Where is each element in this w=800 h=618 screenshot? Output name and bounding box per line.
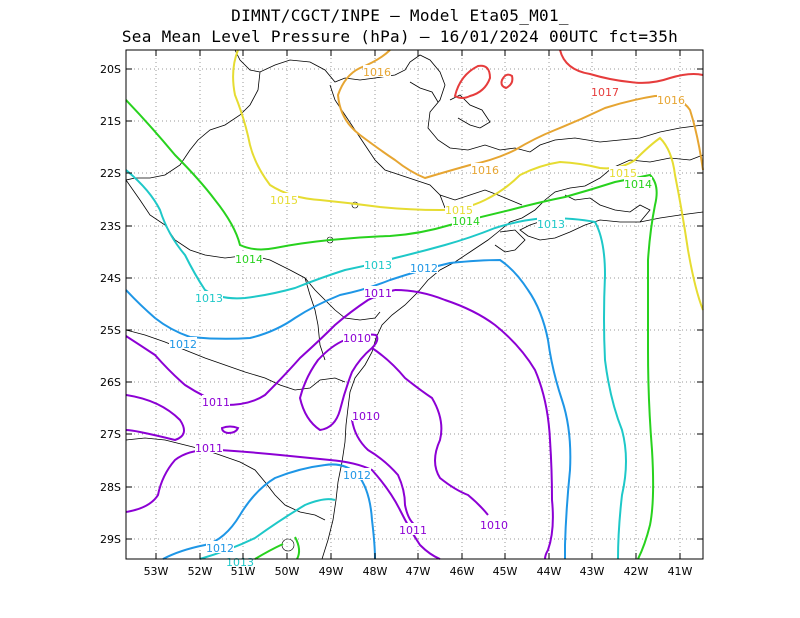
- isobar-1013: [125, 169, 627, 560]
- lat-label-21s: 21S: [100, 115, 121, 128]
- label-1012-mid-bg: [410, 261, 438, 273]
- label-1015-west-bg: [270, 193, 298, 205]
- lat-label-20s: 20S: [100, 63, 121, 76]
- label-1015-west: 1015: [270, 194, 298, 207]
- isobar-1014: [125, 99, 658, 560]
- label-1015-east-bg: [609, 166, 637, 178]
- label-1014-east-bg: [624, 177, 652, 189]
- label-1011-west-b: 1011: [195, 442, 223, 455]
- label-1011-south-bg: [399, 523, 427, 535]
- label-1010-south: 1010: [352, 410, 380, 423]
- label-1017: 1017: [591, 86, 619, 99]
- label-1016-mid-bg: [471, 163, 499, 175]
- lat-label-28s: 28S: [100, 481, 121, 494]
- lon-label-47w: 47W: [406, 565, 431, 578]
- isobar-1011-small: [220, 425, 240, 435]
- lon-label-45w: 45W: [493, 565, 518, 578]
- lat-label-25s: 25S: [100, 324, 121, 337]
- label-1013-east: 1013: [537, 218, 565, 231]
- label-1012-south: 1012: [343, 469, 371, 482]
- lon-label-41w: 41W: [668, 565, 693, 578]
- label-1013-mid: 1013: [364, 259, 392, 272]
- isobar-1017-small: [500, 73, 514, 90]
- label-1010-southeast-bg: [480, 518, 508, 530]
- label-1010-north-bg: [343, 331, 371, 343]
- isobar-1014-sw: [254, 536, 301, 560]
- label-1011-north-bg: [364, 286, 392, 298]
- label-1012-west: 1012: [169, 338, 197, 351]
- label-1014-west: 1014: [235, 253, 263, 266]
- label-1014-west-bg: [235, 252, 263, 264]
- label-1013-west-bg: [195, 291, 223, 303]
- lon-label-53w: 53W: [144, 565, 169, 578]
- label-1014-mid-bg: [452, 214, 480, 226]
- label-1016-mid: 1016: [471, 164, 499, 177]
- label-1010-south-bg: [352, 409, 380, 421]
- label-1013-southwest-bg: [226, 555, 254, 567]
- lon-label-49w: 49W: [319, 565, 344, 578]
- label-1014-mid: 1014: [452, 215, 480, 228]
- label-1013-west: 1013: [195, 292, 223, 305]
- label-1015-east: 1015: [609, 167, 637, 180]
- lon-label-48w: 48W: [363, 565, 388, 578]
- label-1012-southwest-bg: [206, 541, 234, 553]
- lat-label-27s: 27S: [100, 428, 121, 441]
- label-1011-west-a: 1011: [202, 396, 230, 409]
- label-1017-bg: [591, 85, 619, 97]
- map-title-line2: Sea Mean Level Pressure (hPa) – 16/01/20…: [121, 27, 679, 46]
- isobar-1012: [125, 258, 572, 559]
- label-1010-north: 1010: [343, 332, 371, 345]
- label-1015-mid: 1015: [445, 204, 473, 217]
- isobar-1010-a: [298, 333, 379, 432]
- label-1012-west-bg: [169, 337, 197, 349]
- isobar-1011-d: [394, 289, 554, 560]
- plot-frame: [125, 49, 704, 560]
- label-1016-east: 1016: [657, 94, 685, 107]
- label-1011-north: 1011: [364, 287, 392, 300]
- label-1010-southeast: 1010: [480, 519, 508, 532]
- isobar-1015-north: [232, 49, 704, 311]
- isobar-1010-b: [371, 347, 489, 516]
- isobar-1011-a: [125, 289, 396, 407]
- isobar-1016-north: [336, 49, 704, 180]
- lon-label-50w: 50W: [275, 565, 300, 578]
- label-1011-west-a-bg: [202, 395, 230, 407]
- lon-label-42w: 42W: [624, 565, 649, 578]
- isobar-1017: [453, 64, 492, 99]
- label-1013-mid-bg: [364, 258, 392, 270]
- lon-label-46w: 46W: [450, 565, 475, 578]
- coastline-and-borders: [125, 49, 704, 560]
- map-title-line1: DIMNT/CGCT/INPE – Model Eta05_M01_: [231, 6, 569, 25]
- lon-label-51w: 51W: [231, 565, 256, 578]
- isobar-1017-east: [559, 49, 704, 84]
- label-1016-north: 1016: [363, 66, 391, 79]
- isobar-1010-c: [351, 419, 416, 526]
- label-1013-east-bg: [537, 217, 565, 229]
- label-1016-east-bg: [657, 93, 685, 105]
- lat-label-24s: 24S: [100, 272, 121, 285]
- label-1015-mid-bg: [445, 203, 473, 215]
- label-1012-southwest: 1012: [206, 542, 234, 555]
- label-1012-mid: 1012: [410, 262, 438, 275]
- lat-label-23s: 23S: [100, 220, 121, 233]
- lon-label-52w: 52W: [188, 565, 213, 578]
- label-1012-south-bg: [343, 468, 371, 480]
- label-1011-west-b-bg: [195, 441, 223, 453]
- label-1011-south: 1011: [399, 524, 427, 537]
- lat-label-29s: 29S: [100, 533, 121, 546]
- lat-label-26s: 26S: [100, 376, 121, 389]
- label-1016-north-bg: [363, 65, 391, 77]
- label-1014-east: 1014: [624, 178, 652, 191]
- lon-label-44w: 44W: [537, 565, 562, 578]
- isobar-1011-b: [125, 394, 185, 442]
- lat-label-22s: 22S: [100, 167, 121, 180]
- lon-label-43w: 43W: [580, 565, 605, 578]
